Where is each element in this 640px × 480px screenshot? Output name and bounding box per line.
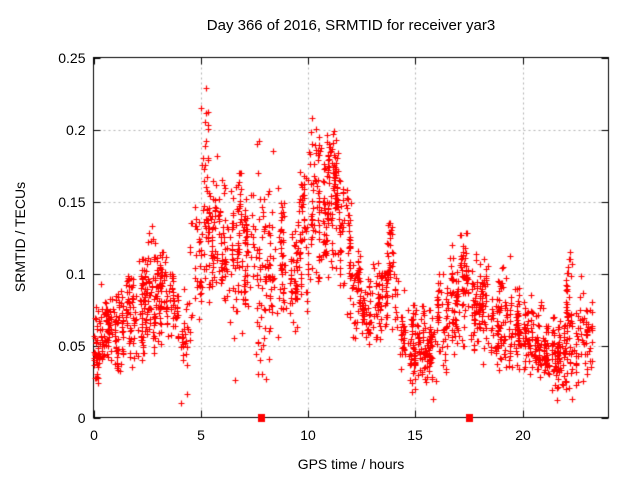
- chart-title: Day 366 of 2016, SRMTID for receiver yar…: [206, 17, 496, 34]
- y-tick-label: 0.25: [58, 50, 86, 66]
- y-tick-label: 0.15: [58, 194, 86, 210]
- x-tick-label: 15: [407, 427, 423, 443]
- y-tick-label: 0.2: [66, 122, 86, 138]
- x-tick-label: 10: [300, 427, 316, 443]
- x-tick-label: 20: [515, 427, 531, 443]
- y-tick-label: 0.05: [58, 338, 86, 354]
- x-axis-label: GPS time / hours: [297, 456, 405, 472]
- y-tick-label: 0.1: [66, 266, 86, 282]
- y-tick-label: 0: [77, 410, 86, 426]
- x-tick-label: 5: [197, 427, 205, 443]
- x-tick-label: 0: [90, 427, 98, 443]
